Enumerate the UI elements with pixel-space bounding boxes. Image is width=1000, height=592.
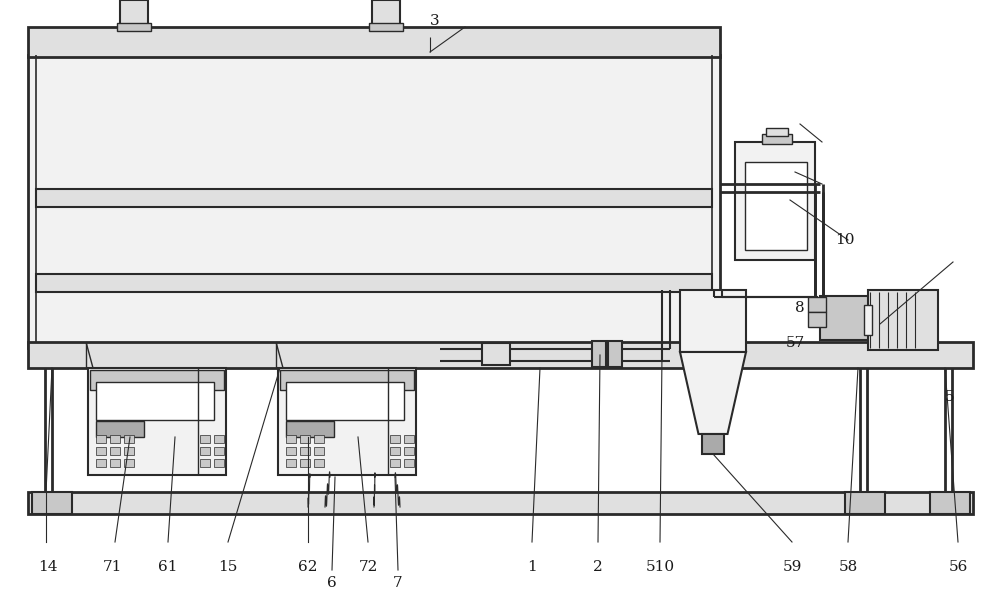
Text: 1: 1: [527, 560, 537, 574]
Bar: [745, 162, 807, 250]
Bar: [930, 492, 970, 514]
Bar: [868, 290, 938, 350]
Bar: [96, 435, 106, 443]
Bar: [36, 274, 712, 292]
Bar: [300, 459, 310, 467]
Bar: [372, 0, 400, 27]
Bar: [96, 421, 144, 437]
Bar: [864, 305, 872, 335]
Bar: [608, 341, 622, 367]
Bar: [117, 23, 151, 31]
Bar: [200, 435, 210, 443]
Bar: [28, 492, 973, 514]
Bar: [286, 421, 334, 437]
Bar: [214, 435, 224, 443]
Bar: [280, 370, 414, 390]
Text: 7: 7: [393, 576, 403, 590]
Bar: [214, 459, 224, 467]
Text: 61: 61: [158, 560, 178, 574]
Bar: [845, 492, 885, 514]
Text: 62: 62: [298, 560, 318, 574]
Bar: [808, 297, 826, 312]
Bar: [28, 27, 720, 57]
Text: 58: 58: [838, 560, 858, 574]
Bar: [390, 435, 400, 443]
Bar: [286, 447, 296, 455]
Bar: [300, 435, 310, 443]
Bar: [735, 142, 815, 260]
Bar: [762, 134, 792, 144]
Bar: [314, 459, 324, 467]
Text: 510: 510: [645, 560, 675, 574]
Text: 72: 72: [358, 560, 378, 574]
Text: 6: 6: [327, 576, 337, 590]
Bar: [680, 290, 746, 352]
Bar: [90, 370, 224, 390]
Bar: [592, 341, 606, 367]
Bar: [200, 447, 210, 455]
Bar: [200, 459, 210, 467]
Text: 71: 71: [102, 560, 122, 574]
Text: 5: 5: [945, 390, 955, 404]
Bar: [120, 0, 148, 27]
Bar: [702, 434, 724, 454]
Bar: [300, 447, 310, 455]
Bar: [110, 459, 120, 467]
Bar: [808, 312, 826, 327]
Bar: [124, 459, 134, 467]
Bar: [369, 23, 403, 31]
Bar: [286, 382, 404, 420]
Bar: [124, 447, 134, 455]
Bar: [28, 342, 973, 368]
Bar: [766, 128, 788, 136]
Text: 3: 3: [430, 14, 440, 28]
Text: 2: 2: [593, 560, 603, 574]
Text: 8: 8: [795, 301, 805, 315]
Bar: [36, 189, 712, 207]
Text: 10: 10: [835, 233, 855, 247]
Bar: [96, 382, 214, 420]
Bar: [820, 296, 872, 340]
Text: 15: 15: [218, 560, 238, 574]
Bar: [110, 447, 120, 455]
Bar: [482, 343, 510, 365]
Bar: [88, 368, 226, 475]
Bar: [314, 447, 324, 455]
Text: 59: 59: [782, 560, 802, 574]
Bar: [390, 447, 400, 455]
Bar: [390, 459, 400, 467]
Polygon shape: [680, 352, 746, 434]
Bar: [314, 435, 324, 443]
Bar: [124, 435, 134, 443]
Bar: [404, 447, 414, 455]
Bar: [110, 435, 120, 443]
Text: 14: 14: [38, 560, 58, 574]
Bar: [96, 447, 106, 455]
Text: 57: 57: [785, 336, 805, 350]
Bar: [214, 447, 224, 455]
Bar: [286, 435, 296, 443]
Bar: [28, 55, 720, 348]
Bar: [404, 459, 414, 467]
Bar: [278, 368, 416, 475]
Bar: [404, 435, 414, 443]
Bar: [32, 492, 72, 514]
Bar: [96, 459, 106, 467]
Bar: [286, 459, 296, 467]
Text: 56: 56: [948, 560, 968, 574]
